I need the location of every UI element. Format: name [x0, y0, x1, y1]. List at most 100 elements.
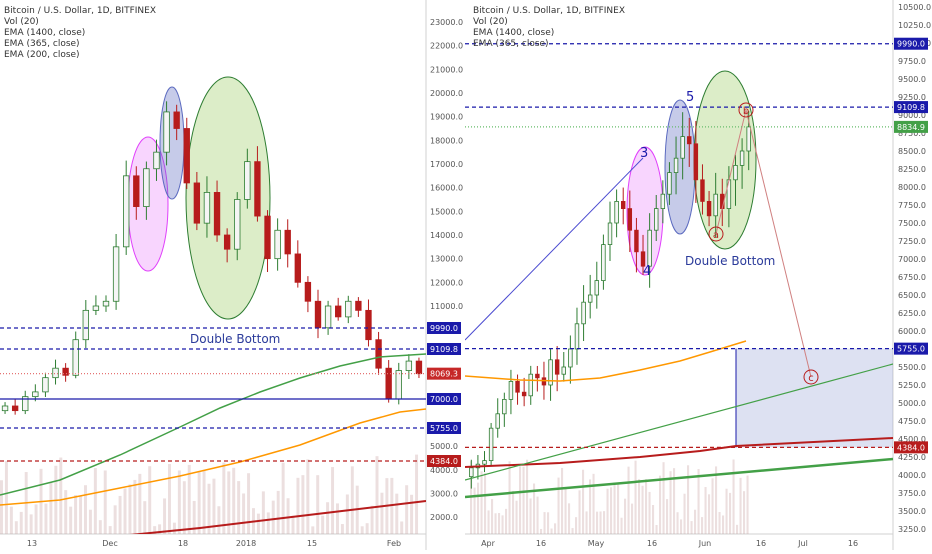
left-volume-bar: [118, 495, 122, 534]
right-trend-green-2: [465, 457, 893, 499]
right-candle: [495, 413, 500, 429]
right-volume-bar: [557, 477, 560, 534]
right-target-box: [736, 348, 893, 448]
right-y-tick: 7500.0: [898, 219, 926, 228]
left-y-tick: 21000.0: [430, 65, 463, 74]
right-y-tick: 7750.0: [898, 201, 926, 210]
left-candle: [1, 405, 9, 412]
right-x-tick: Jul: [797, 539, 808, 548]
left-candle: [92, 305, 100, 311]
left-volume-bar: [84, 485, 87, 534]
left-volume-bar: [365, 523, 369, 534]
left-volume-bar: [49, 482, 53, 534]
left-candle: [143, 168, 150, 208]
left-volume-bar: [34, 504, 38, 534]
right-ema-orange: [465, 340, 747, 382]
left-volume-bar: [281, 462, 285, 534]
right-volume-bar: [673, 468, 676, 534]
left-legend: Bitcoin / U.S. Dollar, 1D, BITFINEX Vol …: [4, 6, 156, 60]
right-y-tick: 3250.0: [898, 525, 926, 534]
left-candle: [213, 191, 221, 236]
right-candle: [713, 193, 718, 217]
left-level-label: 9990.0: [430, 324, 458, 333]
right-volume-bar: [634, 460, 637, 534]
right-candle: [739, 150, 745, 166]
left-candle: [102, 300, 110, 307]
left-volume-bar: [143, 501, 147, 534]
right-y-tick: 6500.0: [898, 291, 926, 300]
svg-text:c: c: [808, 373, 814, 384]
right-volume-bar: [554, 523, 557, 534]
left-x-tick: Dec: [102, 539, 117, 548]
left-double-bottom-label: Double Bottom: [190, 332, 280, 346]
left-y-tick: 11000.0: [430, 302, 463, 311]
left-volume-bar: [296, 477, 300, 534]
left-volume-bar: [301, 475, 305, 534]
right-candle: [706, 200, 712, 217]
right-volume-bar: [680, 519, 683, 534]
left-volume-bar: [98, 520, 102, 534]
right-candle: [561, 366, 566, 375]
left-candle: [42, 377, 49, 393]
right-candle: [469, 467, 474, 478]
right-volume-bar: [501, 515, 504, 534]
right-volume-bar: [739, 477, 742, 534]
left-candle: [123, 175, 130, 248]
right-y-tick: 9000.0: [898, 111, 926, 120]
right-candle: [528, 373, 533, 397]
left-volume-bar: [370, 505, 374, 534]
right-volume-bar: [746, 475, 749, 534]
left-volume-bar: [113, 505, 117, 534]
left-level-badge: [427, 455, 461, 467]
right-volume-bar: [568, 503, 571, 534]
left-volume-bar: [177, 470, 181, 534]
left-candle: [375, 339, 382, 369]
wave-label-5: 5: [686, 90, 694, 105]
left-volume-bar: [202, 469, 206, 534]
left-ellipse-green: [185, 76, 271, 320]
right-volume-bar: [571, 528, 574, 534]
left-y-tick: 17000.0: [430, 160, 463, 169]
right-volume-bar: [515, 500, 518, 534]
wave-label-c: c: [803, 369, 819, 385]
right-volume-bar: [725, 488, 728, 534]
right-volume-bar: [610, 487, 613, 534]
left-volume-bar: [153, 526, 157, 534]
right-y-tick: 6750.0: [898, 273, 926, 282]
right-candle: [601, 244, 606, 282]
right-volume-bar: [732, 459, 735, 534]
right-candle: [521, 391, 527, 397]
left-candle: [11, 405, 19, 412]
right-candle: [680, 136, 685, 159]
right-volume-bar: [641, 485, 644, 534]
right-volume-bar: [512, 490, 515, 534]
left-x-tick: 2018: [236, 539, 256, 548]
right-candle: [482, 460, 487, 465]
left-volume-bar: [256, 513, 260, 534]
right-level-badge: [894, 342, 928, 355]
right-volume-bar: [543, 512, 546, 534]
right-level-badge: [894, 441, 928, 454]
right-volume-bar: [694, 509, 697, 534]
right-volume-bar: [627, 466, 630, 534]
right-volume-bar: [638, 479, 641, 534]
left-volume-bar: [227, 471, 231, 534]
right-volume-bar: [666, 499, 669, 534]
left-volume-bar: [232, 467, 236, 534]
left-volume-bar: [336, 503, 339, 534]
right-volume-bar: [729, 492, 732, 534]
left-candle: [335, 305, 342, 318]
left-volume-bar: [172, 522, 176, 534]
wave-label-b: b: [738, 102, 754, 118]
left-volume-bar: [360, 526, 364, 534]
left-candle: [405, 360, 413, 371]
left-volume-bar: [192, 500, 196, 534]
left-volume-bar: [74, 495, 78, 534]
right-volume-bar: [648, 491, 651, 534]
right-y-tick: 8000.0: [898, 183, 926, 192]
left-volume-bar: [212, 478, 216, 534]
right-y-tick: 4750.0: [898, 417, 926, 426]
left-x-tick: 15: [307, 539, 317, 548]
